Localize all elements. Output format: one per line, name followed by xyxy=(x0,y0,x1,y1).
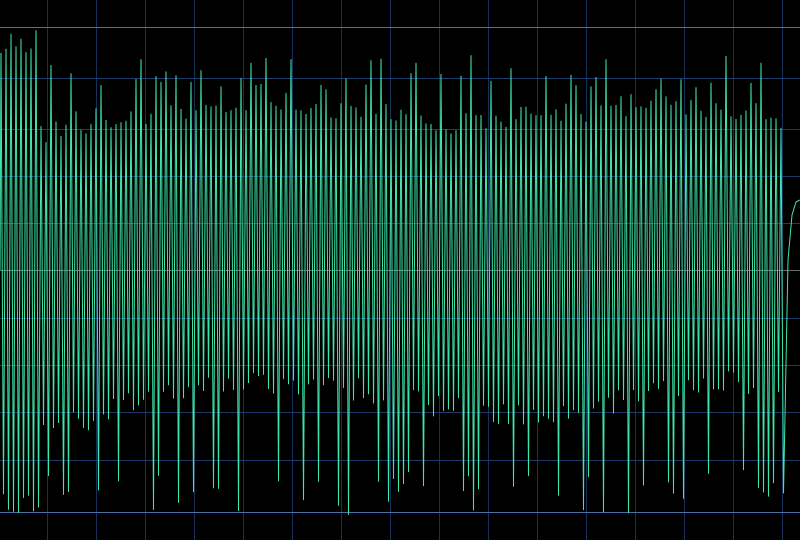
waveform xyxy=(0,30,800,515)
